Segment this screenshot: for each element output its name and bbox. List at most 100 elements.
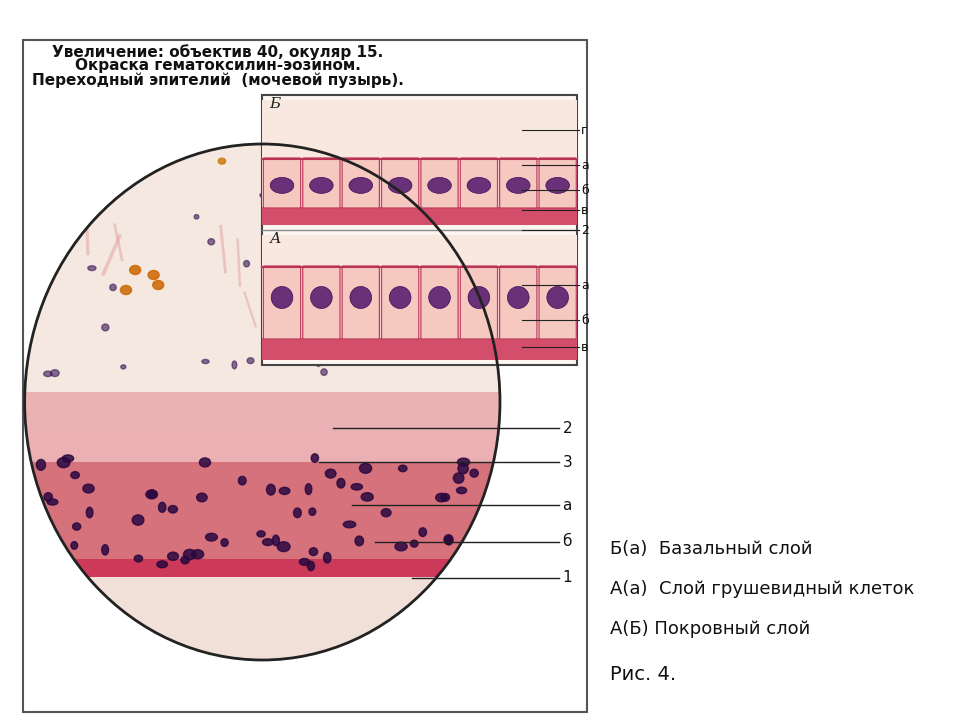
Ellipse shape: [232, 361, 237, 369]
Ellipse shape: [445, 536, 452, 545]
Ellipse shape: [309, 508, 316, 516]
Ellipse shape: [148, 271, 159, 279]
Ellipse shape: [350, 206, 359, 211]
Ellipse shape: [87, 266, 96, 271]
Text: а: а: [581, 279, 588, 292]
Ellipse shape: [508, 287, 529, 308]
Ellipse shape: [73, 523, 81, 530]
Ellipse shape: [429, 287, 450, 308]
Ellipse shape: [273, 535, 279, 546]
Bar: [262, 100, 577, 225]
Ellipse shape: [58, 458, 70, 468]
Ellipse shape: [134, 555, 142, 562]
Ellipse shape: [200, 458, 210, 467]
Text: Переходный эпителий  (мочевой пузырь).: Переходный эпителий (мочевой пузырь).: [32, 72, 404, 88]
Ellipse shape: [263, 269, 272, 276]
Bar: [25, 144, 500, 428]
Bar: [262, 100, 577, 159]
Ellipse shape: [389, 177, 412, 194]
Ellipse shape: [156, 561, 167, 568]
Ellipse shape: [300, 559, 310, 565]
Text: 2: 2: [563, 420, 572, 436]
Ellipse shape: [348, 177, 372, 194]
Ellipse shape: [86, 508, 93, 518]
Ellipse shape: [44, 492, 53, 501]
Ellipse shape: [277, 541, 290, 552]
Ellipse shape: [428, 177, 451, 194]
Text: б: б: [581, 184, 588, 197]
Ellipse shape: [267, 485, 276, 495]
Ellipse shape: [311, 454, 319, 462]
Ellipse shape: [238, 477, 246, 485]
Text: А(а)  Слой грушевидный клеток: А(а) Слой грушевидный клеток: [610, 580, 914, 598]
Text: г: г: [581, 124, 588, 137]
FancyBboxPatch shape: [499, 158, 537, 208]
Ellipse shape: [507, 177, 530, 194]
Ellipse shape: [460, 294, 468, 302]
FancyBboxPatch shape: [263, 158, 300, 208]
Ellipse shape: [218, 158, 226, 164]
Ellipse shape: [457, 487, 467, 494]
Ellipse shape: [413, 228, 420, 233]
Bar: [25, 559, 500, 577]
Bar: [262, 235, 577, 267]
Ellipse shape: [83, 484, 94, 493]
Ellipse shape: [468, 287, 490, 308]
FancyBboxPatch shape: [381, 158, 419, 208]
FancyBboxPatch shape: [381, 266, 419, 339]
Ellipse shape: [62, 455, 74, 462]
Ellipse shape: [361, 492, 373, 501]
Text: б: б: [581, 313, 588, 326]
Ellipse shape: [444, 535, 453, 544]
Ellipse shape: [262, 539, 274, 546]
FancyBboxPatch shape: [342, 266, 379, 339]
Ellipse shape: [436, 493, 447, 502]
Ellipse shape: [36, 459, 45, 470]
Ellipse shape: [247, 358, 254, 364]
Ellipse shape: [305, 484, 312, 495]
Ellipse shape: [453, 473, 464, 483]
Ellipse shape: [102, 324, 108, 331]
Text: в: в: [581, 341, 588, 354]
Ellipse shape: [294, 508, 301, 518]
Ellipse shape: [47, 499, 58, 505]
Ellipse shape: [153, 281, 164, 289]
Ellipse shape: [458, 463, 468, 474]
Ellipse shape: [344, 521, 356, 528]
Bar: [262, 235, 577, 360]
FancyBboxPatch shape: [539, 266, 576, 339]
Ellipse shape: [547, 287, 568, 308]
Ellipse shape: [350, 287, 372, 308]
Ellipse shape: [120, 286, 132, 294]
Ellipse shape: [546, 177, 569, 194]
Ellipse shape: [132, 515, 144, 525]
Ellipse shape: [197, 493, 207, 502]
Ellipse shape: [148, 490, 156, 498]
Ellipse shape: [208, 238, 215, 245]
Text: А(Б) Покровный слой: А(Б) Покровный слой: [610, 620, 810, 638]
Ellipse shape: [381, 508, 391, 517]
Ellipse shape: [271, 287, 293, 308]
Ellipse shape: [71, 472, 80, 479]
Text: 1: 1: [563, 570, 572, 585]
FancyBboxPatch shape: [263, 266, 300, 339]
Ellipse shape: [468, 177, 491, 194]
Ellipse shape: [121, 365, 126, 369]
Ellipse shape: [359, 464, 372, 473]
Bar: [25, 462, 500, 577]
FancyBboxPatch shape: [460, 158, 497, 208]
Ellipse shape: [183, 549, 196, 559]
Ellipse shape: [71, 541, 78, 549]
Text: А: А: [270, 232, 281, 246]
FancyBboxPatch shape: [499, 266, 537, 339]
Ellipse shape: [180, 556, 189, 564]
Ellipse shape: [109, 284, 116, 291]
Ellipse shape: [310, 287, 332, 308]
FancyBboxPatch shape: [539, 158, 576, 208]
Ellipse shape: [51, 369, 60, 377]
Ellipse shape: [351, 484, 363, 490]
Ellipse shape: [266, 309, 274, 314]
Bar: [23, 40, 587, 712]
FancyBboxPatch shape: [460, 266, 497, 339]
Ellipse shape: [309, 548, 318, 556]
